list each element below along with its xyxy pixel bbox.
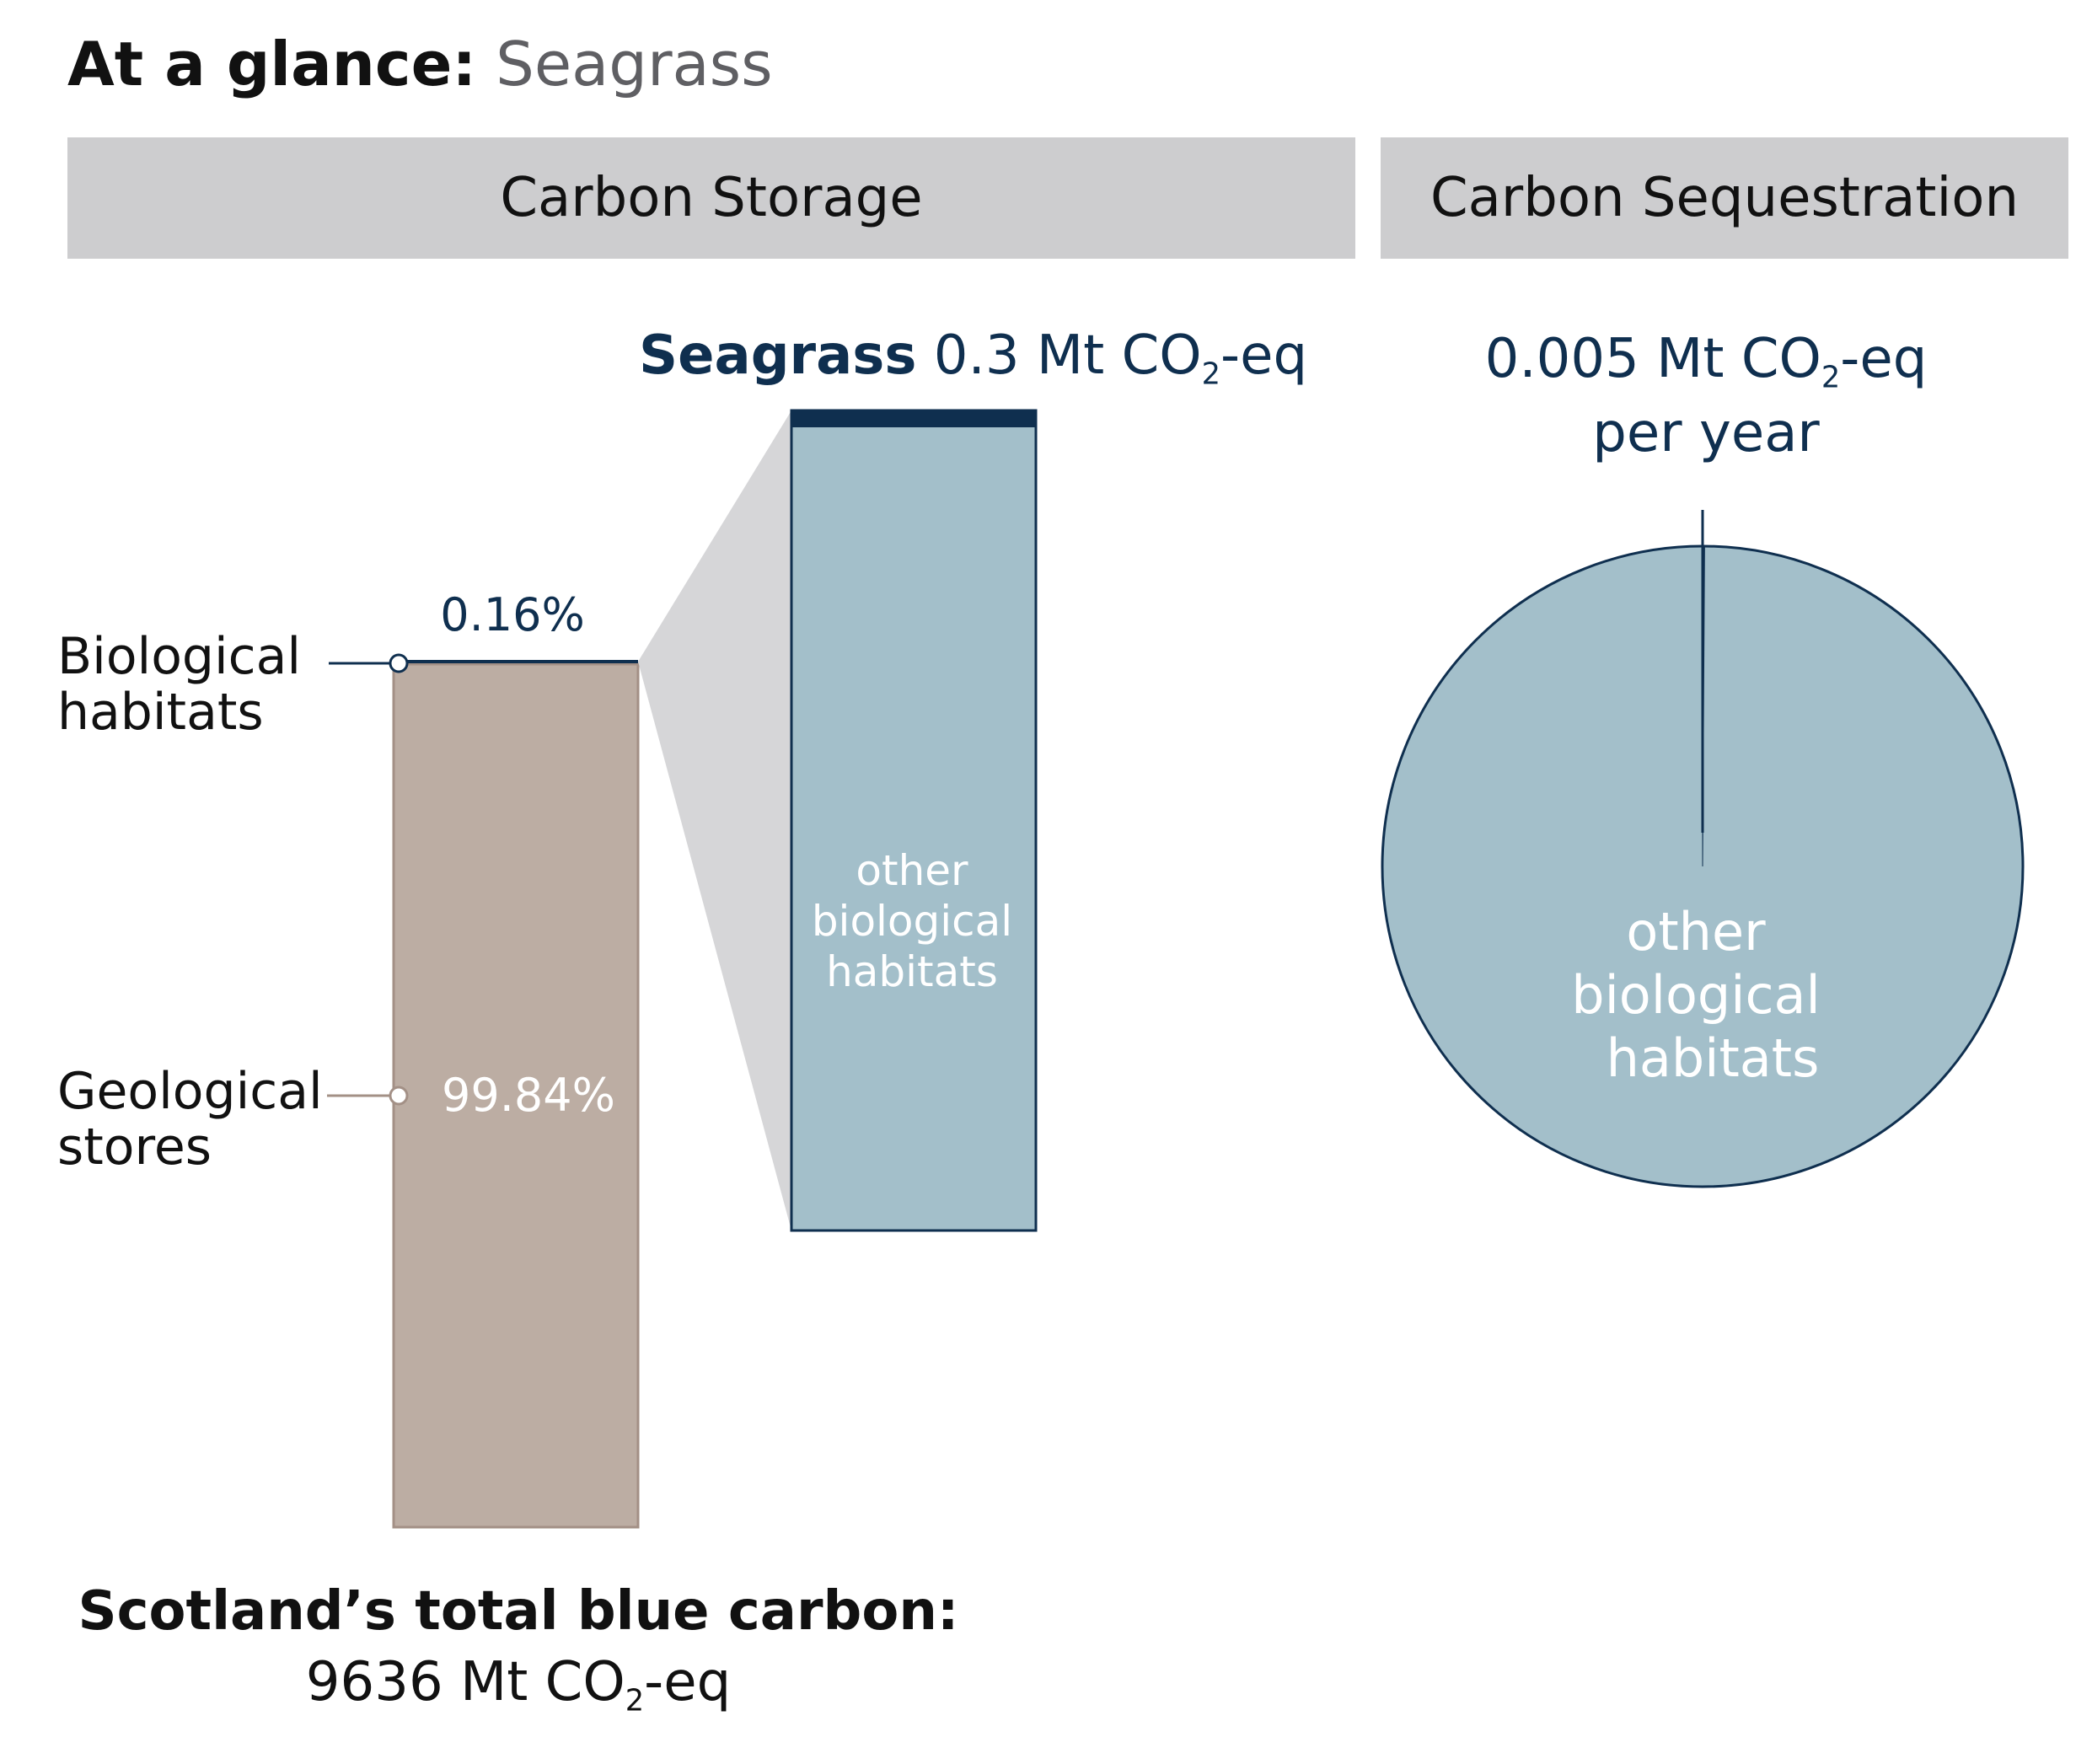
sequestration-value: 0.005 — [1484, 328, 1639, 390]
title-bold: At a glance: — [67, 29, 477, 99]
biological-leader-dot — [389, 653, 409, 673]
page-title: At a glance: Seagrass — [67, 24, 773, 105]
seagrass-storage-label: Seagrass 0.3 Mt CO2-eq — [639, 322, 1307, 389]
total-unit-sub: 2 — [625, 1683, 645, 1718]
total-blue-carbon-label: Scotland’s total blue carbon: 9636 Mt CO… — [51, 1576, 986, 1718]
seagrass-storage-unit-pre: Mt CO — [1036, 324, 1202, 387]
seagrass-bar — [791, 410, 1036, 427]
total-value: 9636 — [305, 1651, 443, 1713]
sequestration-unit-pre: Mt CO — [1656, 328, 1821, 390]
geological-stores-label: Geological stores — [57, 1064, 323, 1175]
seagrass-storage-unit-post: -eq — [1220, 324, 1308, 387]
middle-other-label-line-2: biological — [812, 897, 1012, 946]
biological-pct-label: 0.16% — [440, 588, 585, 641]
biological-bar — [394, 660, 638, 663]
sequestration-unit-post: -eq — [1840, 328, 1928, 390]
carbon-storage-band: Carbon Storage — [67, 137, 1355, 259]
biological-label-line2: habitats — [57, 683, 264, 742]
biological-habitats-label: Biological habitats — [57, 629, 301, 740]
total-value-line: 9636 Mt CO2-eq — [51, 1647, 986, 1718]
seagrass-name: Seagrass — [639, 324, 917, 387]
geological-leader-dot — [389, 1086, 409, 1106]
carbon-sequestration-band: Carbon Sequestration — [1381, 137, 2068, 259]
middle-other-label-line-3: habitats — [826, 947, 998, 996]
seagrass-storage-value: 0.3 — [933, 324, 1020, 387]
seagrass-storage-unit-sub: 2 — [1201, 357, 1221, 392]
sequestration-unit-sub: 2 — [1821, 360, 1841, 395]
sequestration-label: 0.005 Mt CO2-eq per year — [1382, 322, 2030, 470]
middle-other-label-line-1: other — [856, 846, 968, 895]
sequestration-per-year: per year — [1592, 402, 1820, 464]
geological-label-line2: stores — [57, 1118, 212, 1177]
pie-other-label-line-2: biological — [1571, 964, 1821, 1026]
geological-pct-label: 99.84% — [442, 1069, 615, 1122]
title-light: Seagrass — [496, 29, 773, 99]
total-unit-post: -eq — [644, 1651, 732, 1713]
total-unit-pre: Mt CO — [460, 1651, 625, 1713]
geological-label-line1: Geological — [57, 1062, 323, 1121]
pie-other-label-line-1: other — [1626, 901, 1766, 962]
biological-label-line1: Biological — [57, 627, 302, 686]
other-biological-bar — [790, 409, 1038, 1232]
pie-other-label-line-3: habitats — [1607, 1027, 1820, 1089]
zoom-funnel — [638, 410, 791, 1231]
total-heading: Scotland’s total blue carbon: — [78, 1580, 959, 1643]
geological-bar — [392, 662, 640, 1529]
